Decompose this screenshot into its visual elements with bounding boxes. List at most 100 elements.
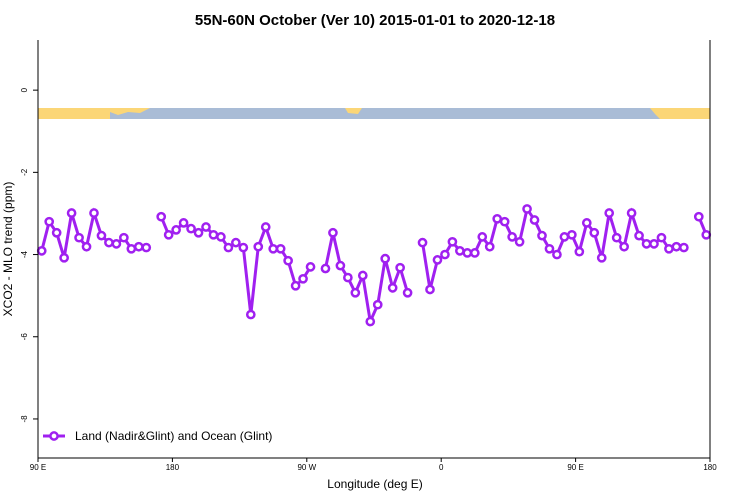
data-point bbox=[641, 239, 652, 249]
legend-label: Land (Nadir&Glint) and Ocean (Glint) bbox=[75, 429, 272, 443]
data-point bbox=[268, 243, 279, 254]
data-point bbox=[245, 309, 256, 320]
data-point bbox=[417, 237, 428, 248]
data-point bbox=[51, 227, 62, 238]
data-point bbox=[402, 287, 413, 298]
data-point bbox=[537, 230, 547, 241]
data-point bbox=[514, 236, 525, 247]
data-point bbox=[59, 252, 69, 263]
data-point bbox=[477, 232, 488, 242]
data-point bbox=[365, 316, 376, 327]
data-point bbox=[186, 223, 196, 234]
data-point bbox=[104, 237, 114, 248]
data-point bbox=[238, 242, 249, 253]
chart-title: 55N-60N October (Ver 10) 2015-01-01 to 2… bbox=[195, 12, 555, 29]
data-point bbox=[425, 284, 435, 295]
data-point bbox=[432, 255, 443, 265]
data-point bbox=[626, 208, 637, 218]
data-point bbox=[395, 262, 405, 273]
land-band bbox=[650, 108, 710, 119]
ocean-band bbox=[38, 108, 710, 119]
data-point bbox=[119, 232, 129, 243]
data-point bbox=[328, 227, 338, 238]
data-point bbox=[253, 241, 264, 252]
data-point bbox=[283, 255, 293, 266]
data-point bbox=[656, 232, 667, 243]
data-point bbox=[290, 280, 301, 291]
data-point bbox=[507, 232, 517, 242]
plot-area bbox=[36, 204, 712, 327]
x-tick-label: 0 bbox=[439, 463, 444, 472]
land-band bbox=[110, 108, 150, 115]
data-point bbox=[163, 229, 174, 240]
data-point bbox=[111, 239, 122, 249]
data-point bbox=[499, 216, 510, 227]
data-point bbox=[141, 242, 152, 253]
data-point bbox=[701, 229, 712, 240]
data-point bbox=[604, 208, 615, 218]
x-tick-label: 90 W bbox=[297, 463, 316, 472]
data-point bbox=[298, 273, 308, 284]
data-point bbox=[223, 242, 234, 253]
data-point bbox=[343, 272, 353, 283]
y-tick-label: 0 bbox=[20, 87, 29, 92]
x-tick-label: 90 E bbox=[567, 463, 583, 472]
data-point bbox=[89, 208, 99, 218]
data-point bbox=[581, 218, 592, 228]
data-point bbox=[484, 241, 495, 252]
x-tick-label: 180 bbox=[703, 463, 717, 472]
data-point bbox=[544, 243, 555, 254]
y-tick-label: -2 bbox=[20, 168, 29, 176]
data-point bbox=[320, 263, 331, 274]
data-point bbox=[216, 232, 226, 242]
data-point bbox=[447, 236, 458, 247]
data-point bbox=[96, 230, 107, 241]
data-point bbox=[664, 243, 674, 254]
data-point bbox=[559, 232, 570, 242]
data-point bbox=[357, 270, 368, 281]
data-point bbox=[44, 216, 55, 227]
data-point bbox=[529, 215, 540, 225]
data-point bbox=[208, 229, 219, 240]
data-point bbox=[469, 248, 480, 258]
data-point bbox=[126, 243, 137, 254]
data-point bbox=[619, 241, 629, 252]
x-axis-label: Longitude (deg E) bbox=[327, 477, 422, 491]
data-point bbox=[462, 248, 473, 258]
data-point bbox=[440, 249, 450, 260]
land-band bbox=[38, 108, 110, 119]
data-point bbox=[66, 208, 77, 218]
data-point bbox=[231, 237, 241, 248]
data-point bbox=[611, 232, 622, 243]
data-point bbox=[260, 222, 271, 232]
data-point bbox=[492, 213, 503, 224]
data-point bbox=[335, 260, 346, 271]
y-axis-label: XCO2 - MLO trend (ppm) bbox=[1, 182, 15, 317]
map-strip bbox=[38, 108, 710, 119]
data-point bbox=[567, 229, 577, 240]
data-point bbox=[522, 204, 532, 214]
y-tick-label: -6 bbox=[20, 333, 29, 341]
data-point bbox=[193, 227, 204, 238]
data-point bbox=[679, 242, 689, 253]
data-point bbox=[36, 245, 47, 256]
data-point bbox=[634, 230, 644, 241]
x-tick-label: 180 bbox=[166, 463, 180, 472]
data-point bbox=[178, 218, 189, 228]
data-point bbox=[350, 287, 361, 298]
data-point bbox=[387, 282, 398, 293]
data-point bbox=[201, 222, 211, 232]
data-point bbox=[156, 211, 167, 222]
data-point bbox=[74, 232, 84, 243]
data-point bbox=[372, 299, 383, 310]
data-point bbox=[81, 241, 92, 252]
data-point bbox=[305, 262, 316, 272]
x-tick-label: 90 E bbox=[30, 463, 46, 472]
data-point bbox=[275, 243, 286, 254]
data-point bbox=[574, 246, 585, 257]
data-point bbox=[171, 225, 181, 235]
y-tick-label: -4 bbox=[20, 250, 29, 258]
land-band bbox=[345, 108, 362, 114]
data-point bbox=[693, 211, 704, 222]
